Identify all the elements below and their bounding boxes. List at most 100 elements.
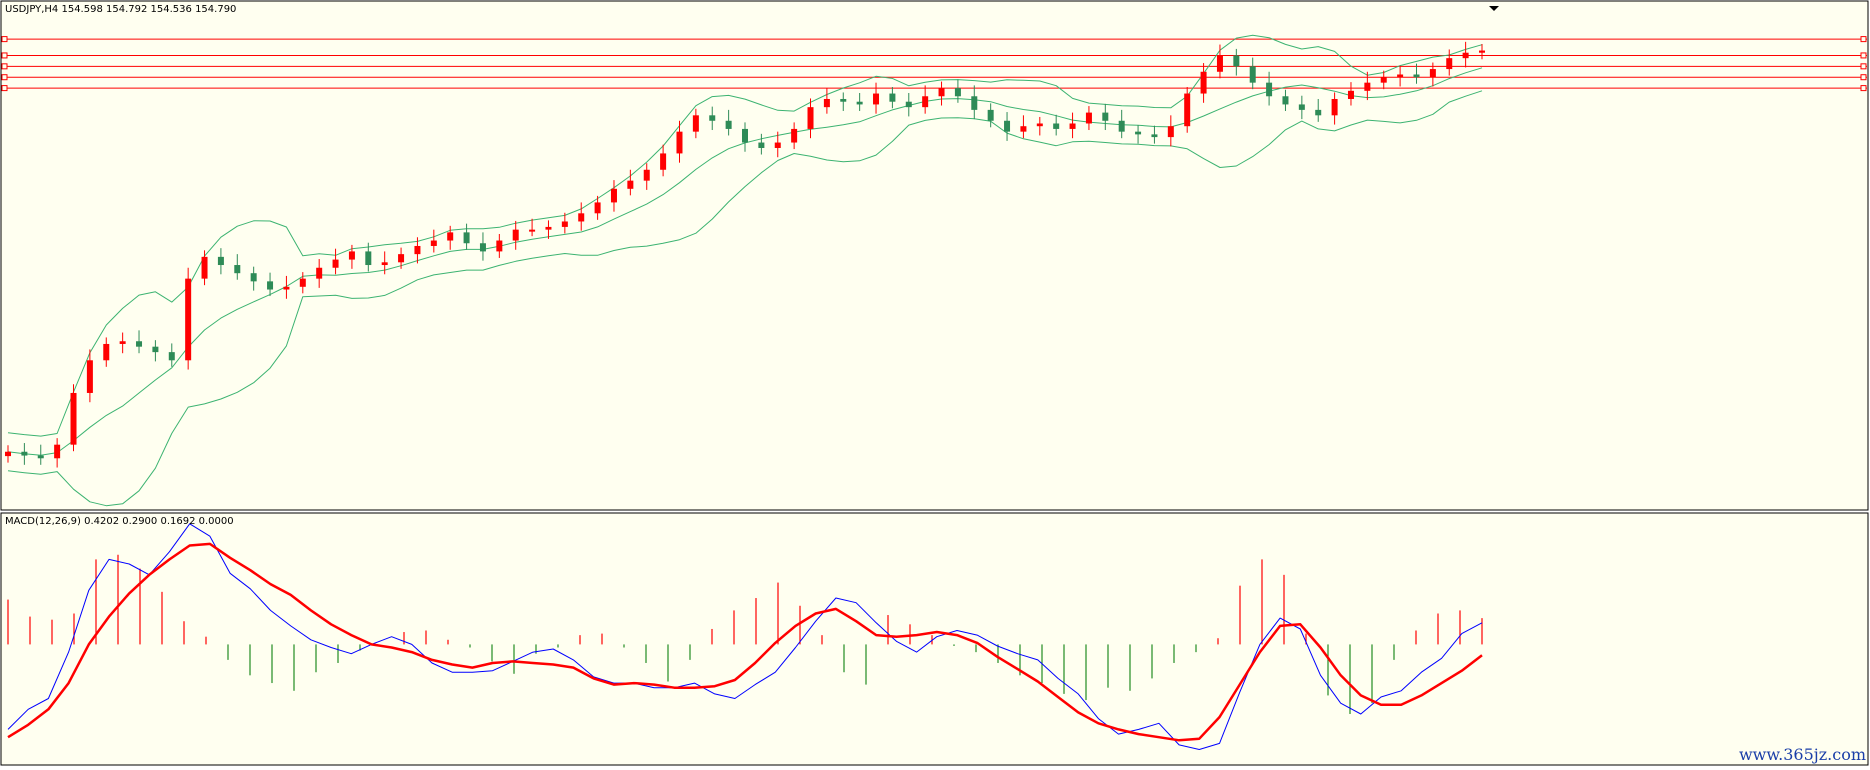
macd-pane-header: MACD(12,26,9) 0.4202 0.2900 0.1692 0.000…	[5, 516, 234, 527]
candle-bull	[529, 229, 536, 232]
candle-bull	[922, 96, 929, 108]
candle-bull	[545, 226, 552, 230]
candle-bull	[1397, 74, 1404, 78]
candle-bull	[1380, 77, 1387, 83]
candle-bull	[660, 153, 667, 170]
candle-bear	[234, 265, 241, 274]
candle-bear	[479, 243, 486, 252]
candle-bull	[348, 251, 355, 260]
level-handle-left	[1, 52, 8, 59]
candle-bear	[1135, 131, 1142, 135]
candle-bull	[938, 88, 945, 97]
candle-bear	[267, 281, 274, 290]
candle-bull	[414, 245, 421, 255]
candle-bear	[725, 120, 732, 129]
candle-bull	[1036, 123, 1043, 127]
candle-bull	[5, 451, 11, 457]
candle-bull	[1429, 69, 1436, 78]
candle-bull	[70, 392, 77, 445]
candle-bear	[1102, 112, 1109, 121]
candle-bull	[1462, 52, 1469, 59]
macd-main-line	[7, 523, 1483, 750]
level-handle-right	[1860, 36, 1867, 43]
candle-bull	[1085, 112, 1092, 124]
candle-bear	[987, 109, 994, 121]
candle-bear	[1315, 109, 1322, 116]
candle-bull	[447, 232, 454, 241]
candle-bear	[136, 341, 143, 347]
bollinger-lower-band	[7, 90, 1483, 507]
candle-bull	[299, 278, 306, 287]
candle-bear	[365, 251, 372, 266]
candle-bull	[627, 180, 634, 189]
candle-bull	[873, 93, 880, 105]
candle-bear	[889, 93, 896, 102]
candle-bull	[791, 128, 798, 143]
candle-bear	[856, 101, 863, 105]
level-handle-right	[1860, 52, 1867, 59]
candle-bull	[594, 202, 601, 214]
candle-bear	[1298, 104, 1305, 110]
candle-bull	[1216, 55, 1223, 72]
macd-signal-line	[7, 542, 1483, 742]
candle-bear	[1249, 66, 1256, 83]
candle-bear	[709, 115, 716, 121]
candle-bear	[905, 101, 912, 108]
candle-bull	[54, 444, 61, 459]
level-handle-right	[1860, 74, 1867, 81]
candle-bull	[1184, 93, 1191, 127]
candle-bull	[185, 278, 192, 361]
bollinger-upper-band	[7, 34, 1483, 437]
candle-bull	[610, 188, 617, 203]
candle-bear	[250, 273, 257, 282]
level-handle-right	[1860, 63, 1867, 70]
level-handle-left	[1, 74, 8, 81]
candle-bear	[1282, 96, 1289, 105]
candle-bull	[692, 115, 699, 132]
candle-bull	[807, 107, 814, 129]
candle-bull	[676, 131, 683, 154]
watermark: www.365jz.com	[1738, 745, 1866, 764]
candle-bull	[1364, 82, 1371, 91]
candle-bull	[119, 341, 126, 344]
price-pane-header: USDJPY,H4 154.598 154.792 154.536 154.79…	[5, 4, 237, 15]
candle-bear	[37, 455, 44, 459]
candle-bull	[1020, 126, 1027, 132]
candle-bull	[512, 229, 519, 241]
candle-bear	[217, 256, 224, 266]
candle-bear	[742, 128, 748, 143]
candle-bull	[561, 221, 568, 227]
candle-bull	[1167, 126, 1174, 138]
candle-bull	[1200, 71, 1207, 94]
candle-bull	[430, 240, 437, 246]
candle-bull	[381, 262, 388, 266]
candle-bull	[643, 169, 650, 181]
candle-bull	[1446, 58, 1453, 70]
candle-bear	[954, 88, 961, 97]
candle-bear	[168, 352, 175, 361]
candle-bear	[1004, 120, 1011, 132]
candle-bear	[463, 232, 470, 244]
candle-bull	[823, 98, 830, 108]
candle-bear	[840, 98, 847, 102]
candle-bull	[1331, 98, 1338, 116]
candle-bull	[103, 343, 110, 361]
candle-bear	[21, 451, 28, 456]
candle-bull	[201, 256, 208, 279]
candle-bear	[1118, 120, 1125, 132]
candle-bull	[774, 142, 781, 148]
candle-bull	[1069, 123, 1076, 129]
candle-bull	[1347, 90, 1354, 99]
candle-bull	[86, 360, 93, 393]
candle-bear	[152, 346, 159, 353]
price-pane	[0, 0, 1869, 511]
candle-bear	[758, 142, 765, 148]
candle-bear	[1413, 74, 1420, 78]
level-handle-right	[1860, 85, 1867, 92]
candle-bull	[283, 286, 290, 290]
level-handle-left	[1, 85, 8, 92]
candle-bull	[1479, 50, 1485, 53]
candle-bear	[1151, 134, 1158, 138]
